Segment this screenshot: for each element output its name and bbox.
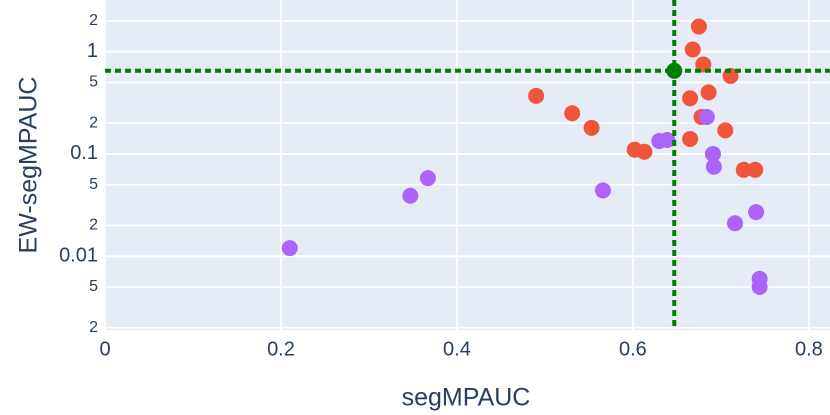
x-tick-label: 0.8 (795, 338, 823, 360)
data-point (717, 122, 734, 139)
data-point (704, 145, 721, 162)
data-point (682, 90, 699, 107)
y-tick-label: 0.01 (59, 245, 98, 267)
data-point (682, 131, 699, 148)
data-point (583, 119, 600, 136)
y-tick-label: 1 (87, 40, 98, 62)
data-point (281, 240, 298, 257)
y-tick-label: 5 (89, 176, 98, 193)
x-axis-title: segMPAUC (402, 384, 531, 412)
x-tick-label: 0.4 (443, 338, 471, 360)
x-tick-label: 0 (99, 338, 110, 360)
data-point (528, 87, 545, 104)
data-point (659, 131, 676, 148)
data-point (751, 279, 768, 296)
data-point (700, 84, 717, 101)
highlight-point (666, 62, 683, 79)
y-tick-label: 2 (89, 114, 98, 131)
x-tick-label: 0.2 (267, 338, 295, 360)
data-point (564, 105, 581, 122)
data-point (594, 182, 611, 199)
data-point (748, 204, 765, 221)
data-point (636, 143, 653, 160)
y-tick-label: 2 (89, 217, 98, 234)
data-point (705, 158, 722, 175)
data-point (690, 18, 707, 35)
data-point (747, 161, 764, 178)
y-tick-label: 0.1 (70, 142, 98, 164)
data-point (735, 161, 752, 178)
data-point (698, 108, 715, 125)
y-tick-label: 2 (89, 319, 98, 336)
data-point (684, 41, 701, 58)
data-point (695, 56, 712, 73)
y-axis-title: EW-segMPAUC (15, 77, 43, 254)
data-point (402, 187, 419, 204)
data-point (726, 215, 743, 232)
y-tick-label: 5 (89, 278, 98, 295)
data-point (419, 170, 436, 187)
x-tick-label: 0.6 (619, 338, 647, 360)
y-tick-label: 2 (89, 12, 98, 29)
y-tick-label: 5 (89, 74, 98, 91)
